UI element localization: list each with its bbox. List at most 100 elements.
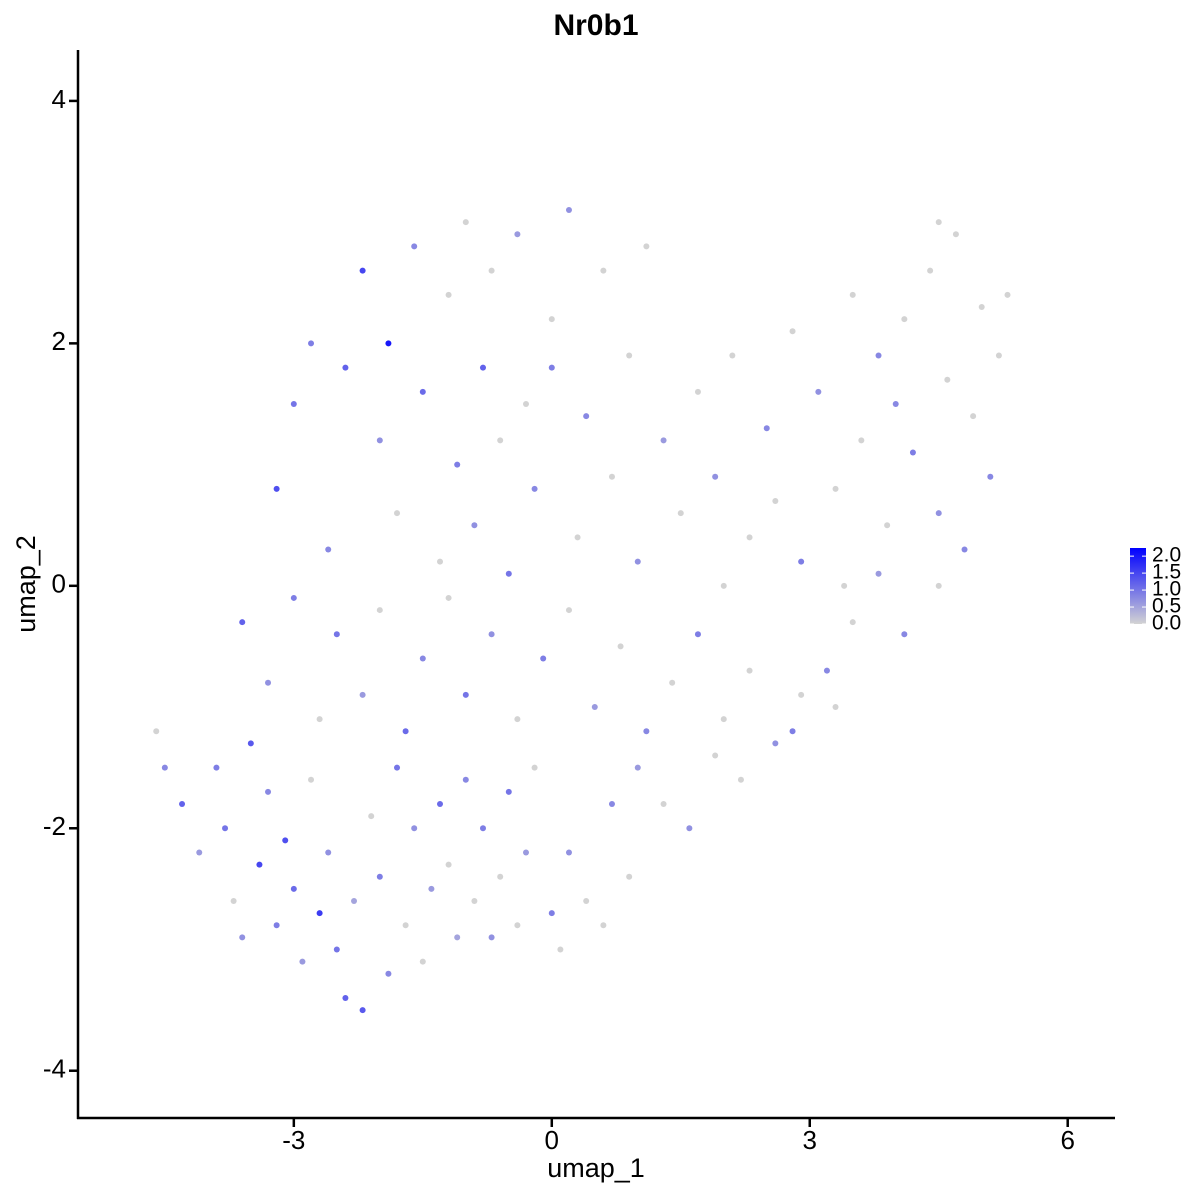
point [445, 594, 452, 601]
point [342, 364, 349, 371]
point [565, 849, 572, 856]
point [927, 267, 934, 274]
point [583, 413, 590, 420]
point [712, 752, 719, 759]
point [196, 849, 203, 856]
point [901, 316, 908, 323]
point [505, 788, 512, 795]
x-tick-label: -3 [282, 1125, 305, 1155]
point [626, 873, 633, 880]
point [634, 764, 641, 771]
point [643, 243, 650, 250]
point [342, 994, 349, 1001]
x-tick-label: 0 [545, 1125, 559, 1155]
point [325, 546, 332, 553]
point [557, 946, 564, 953]
point [694, 631, 701, 638]
point [841, 582, 848, 589]
point [394, 510, 401, 517]
point [944, 376, 951, 383]
point [634, 558, 641, 565]
point [909, 449, 916, 456]
point [772, 497, 779, 504]
color-tick-label: 2.0 [1152, 544, 1181, 567]
point [290, 885, 297, 892]
point [548, 910, 555, 917]
point [505, 570, 512, 577]
point [617, 643, 624, 650]
point [471, 522, 478, 529]
point [789, 328, 796, 335]
color-tick-label: 0.0 [1152, 612, 1181, 635]
point [660, 437, 667, 444]
point [376, 607, 383, 614]
point [230, 898, 237, 905]
point [798, 558, 805, 565]
point [875, 570, 882, 577]
x-tick-label: 3 [803, 1125, 817, 1155]
point [376, 873, 383, 880]
point [720, 582, 727, 589]
point [462, 219, 469, 226]
point [179, 801, 186, 808]
point [462, 776, 469, 783]
point [978, 303, 985, 310]
point [935, 219, 942, 226]
point [437, 801, 444, 808]
point [858, 437, 865, 444]
point [273, 485, 280, 492]
point [531, 764, 538, 771]
point [884, 522, 891, 529]
point [970, 413, 977, 420]
point [952, 231, 959, 238]
point [531, 485, 538, 492]
point [497, 873, 504, 880]
point [677, 510, 684, 517]
point [772, 740, 779, 747]
point [161, 764, 168, 771]
point [832, 704, 839, 711]
point [626, 352, 633, 359]
point [548, 364, 555, 371]
point [961, 546, 968, 553]
point [359, 691, 366, 698]
point [333, 631, 340, 638]
point [445, 861, 452, 868]
point [385, 970, 392, 977]
point [643, 728, 650, 735]
point [273, 922, 280, 929]
color-tick-label: 1.5 [1152, 561, 1181, 584]
point [411, 243, 418, 250]
point [359, 1007, 366, 1014]
point [935, 582, 942, 589]
point [419, 388, 426, 395]
point [454, 934, 461, 941]
point [935, 510, 942, 517]
point [462, 691, 469, 698]
point [815, 388, 822, 395]
point [471, 898, 478, 905]
y-tick-label: 2 [52, 326, 66, 356]
point [746, 534, 753, 541]
point [265, 679, 272, 686]
point [497, 437, 504, 444]
point [600, 267, 607, 274]
point [488, 267, 495, 274]
point [737, 776, 744, 783]
point [522, 849, 529, 856]
point [376, 437, 383, 444]
point [849, 291, 856, 298]
x-tick-label: 6 [1060, 1125, 1074, 1155]
point [488, 631, 495, 638]
point [583, 898, 590, 905]
point [290, 400, 297, 407]
point [213, 764, 220, 771]
point [522, 400, 529, 407]
point [479, 825, 486, 832]
point [385, 340, 392, 347]
point [222, 825, 229, 832]
point [359, 267, 366, 274]
point [437, 558, 444, 565]
point [368, 813, 375, 820]
